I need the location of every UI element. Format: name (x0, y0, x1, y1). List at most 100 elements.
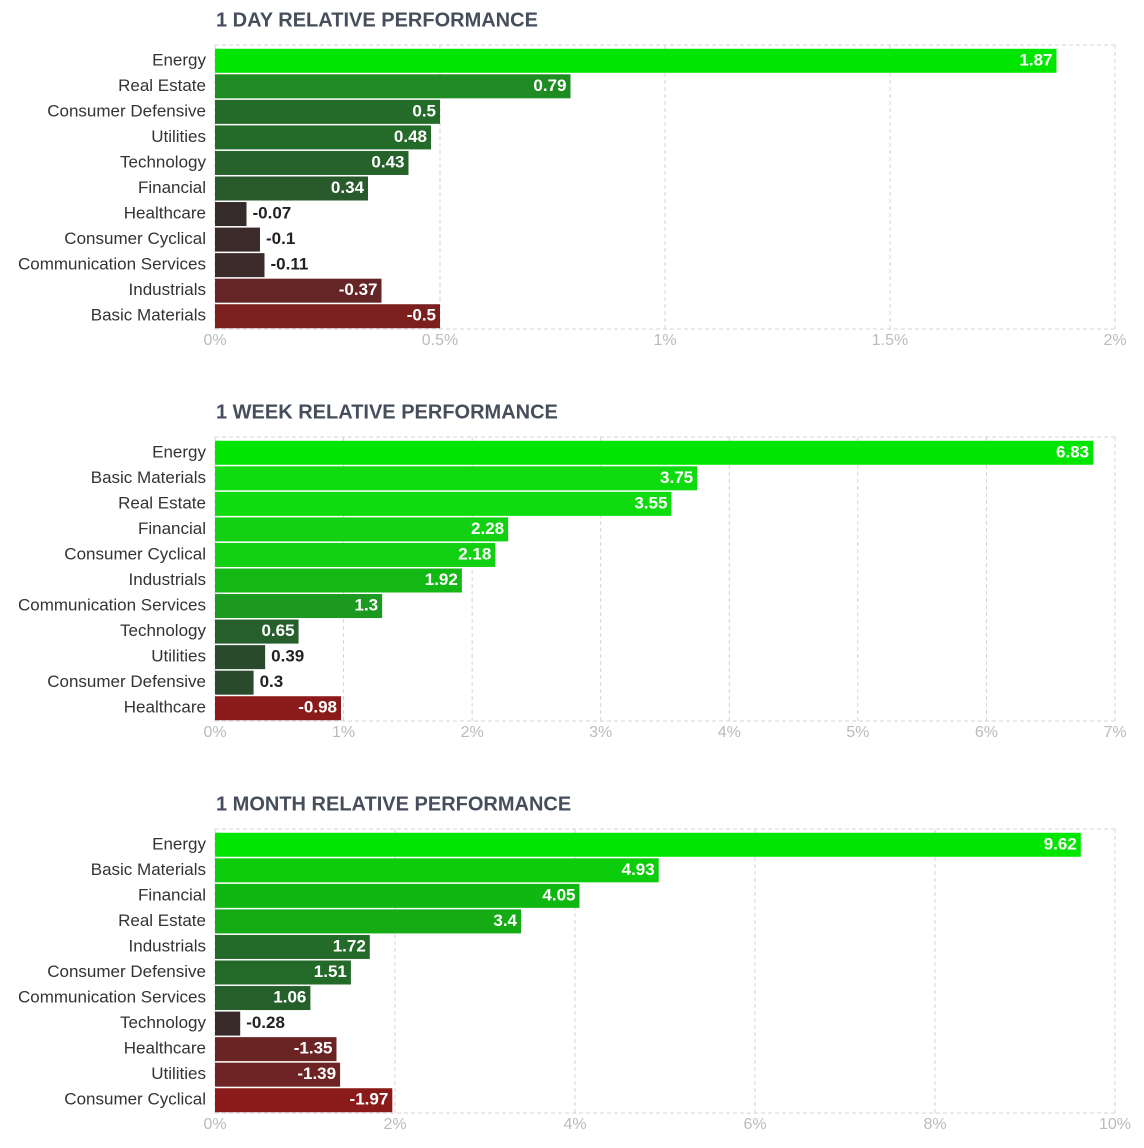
bar (215, 150, 409, 175)
category-label: Consumer Cyclical (64, 544, 206, 563)
x-tick-label: 4% (718, 724, 741, 741)
value-label: -0.37 (339, 280, 378, 299)
value-label: 1.92 (425, 570, 458, 589)
value-label: 4.93 (622, 860, 655, 879)
bar (215, 670, 254, 695)
value-label: 1.87 (1019, 50, 1052, 69)
category-label: Industrials (129, 936, 206, 955)
bar (215, 125, 431, 150)
value-label: 9.62 (1044, 834, 1077, 853)
category-label: Real Estate (118, 76, 206, 95)
category-label: Energy (152, 50, 206, 69)
bar (215, 909, 521, 934)
bar (215, 696, 341, 721)
value-label: -1.97 (350, 1090, 389, 1109)
value-label: -0.07 (253, 204, 292, 223)
bar (215, 619, 299, 644)
bar (215, 491, 672, 516)
category-label: Utilities (151, 1064, 206, 1083)
x-tick-label: 2% (461, 724, 484, 741)
category-label: Technology (120, 152, 207, 171)
value-label: 0.65 (261, 621, 294, 640)
x-tick-label: 4% (563, 1116, 586, 1133)
bar (215, 304, 440, 329)
value-label: 1.51 (314, 962, 347, 981)
category-label: Utilities (151, 127, 206, 146)
bar (215, 883, 580, 908)
category-label: Communication Services (18, 255, 206, 274)
bar (215, 1088, 393, 1113)
category-label: Industrials (129, 570, 206, 589)
x-tick-label: 7% (1103, 724, 1126, 741)
category-label: Healthcare (124, 1039, 206, 1058)
bar (215, 278, 382, 303)
bar (215, 202, 247, 227)
x-tick-label: 0% (203, 332, 226, 349)
value-label: -1.39 (297, 1064, 336, 1083)
x-tick-label: 6% (743, 1116, 766, 1133)
category-label: Consumer Cyclical (64, 1090, 206, 1109)
category-label: Energy (152, 442, 206, 461)
x-tick-label: 6% (975, 724, 998, 741)
value-label: 0.3 (260, 672, 284, 691)
value-label: 0.48 (394, 127, 427, 146)
category-label: Energy (152, 834, 206, 853)
category-label: Consumer Defensive (47, 672, 206, 691)
bar (215, 986, 311, 1011)
category-label: Financial (138, 885, 206, 904)
bar (215, 74, 571, 99)
category-label: Financial (138, 178, 206, 197)
category-label: Healthcare (124, 698, 206, 717)
bar (215, 1037, 337, 1062)
category-label: Real Estate (118, 493, 206, 512)
category-label: Communication Services (18, 988, 206, 1007)
bar (215, 176, 368, 201)
x-tick-label: 1% (653, 332, 676, 349)
bar (215, 253, 265, 278)
value-label: 0.43 (371, 152, 404, 171)
bar (215, 858, 659, 883)
category-label: Real Estate (118, 911, 206, 930)
x-tick-label: 0% (203, 1116, 226, 1133)
bar (215, 594, 383, 619)
bar (215, 934, 370, 959)
value-label: -0.28 (246, 1013, 285, 1032)
value-label: 3.4 (493, 911, 517, 930)
category-label: Healthcare (124, 204, 206, 223)
value-label: -1.35 (294, 1039, 333, 1058)
value-label: -0.98 (298, 698, 337, 717)
category-label: Basic Materials (91, 468, 206, 487)
category-label: Communication Services (18, 596, 206, 615)
bar (215, 832, 1081, 857)
value-label: -0.11 (271, 255, 309, 274)
bar (215, 542, 496, 567)
category-label: Utilities (151, 647, 206, 666)
bar (215, 517, 509, 542)
category-label: Technology (120, 621, 207, 640)
category-label: Industrials (129, 280, 206, 299)
bar (215, 440, 1094, 465)
value-label: 2.18 (458, 544, 491, 563)
bar (215, 960, 351, 985)
value-label: 1.06 (273, 988, 306, 1007)
value-label: 1.3 (355, 596, 379, 615)
x-tick-label: 8% (923, 1116, 946, 1133)
x-tick-label: 1.5% (872, 332, 908, 349)
x-tick-label: 10% (1099, 1116, 1131, 1133)
value-label: 0.34 (331, 178, 365, 197)
category-label: Technology (120, 1013, 207, 1032)
chart-title: 1 DAY RELATIVE PERFORMANCE (216, 9, 538, 31)
category-label: Consumer Defensive (47, 962, 206, 981)
value-label: 0.5 (412, 101, 436, 120)
category-label: Financial (138, 519, 206, 538)
value-label: 0.79 (533, 76, 566, 95)
x-tick-label: 2% (383, 1116, 406, 1133)
value-label: 3.55 (634, 493, 667, 512)
x-tick-label: 0% (203, 724, 226, 741)
value-label: -0.1 (266, 229, 295, 248)
bar (215, 1062, 341, 1087)
value-label: 0.39 (271, 647, 304, 666)
bar (215, 645, 266, 670)
bar (215, 99, 440, 124)
